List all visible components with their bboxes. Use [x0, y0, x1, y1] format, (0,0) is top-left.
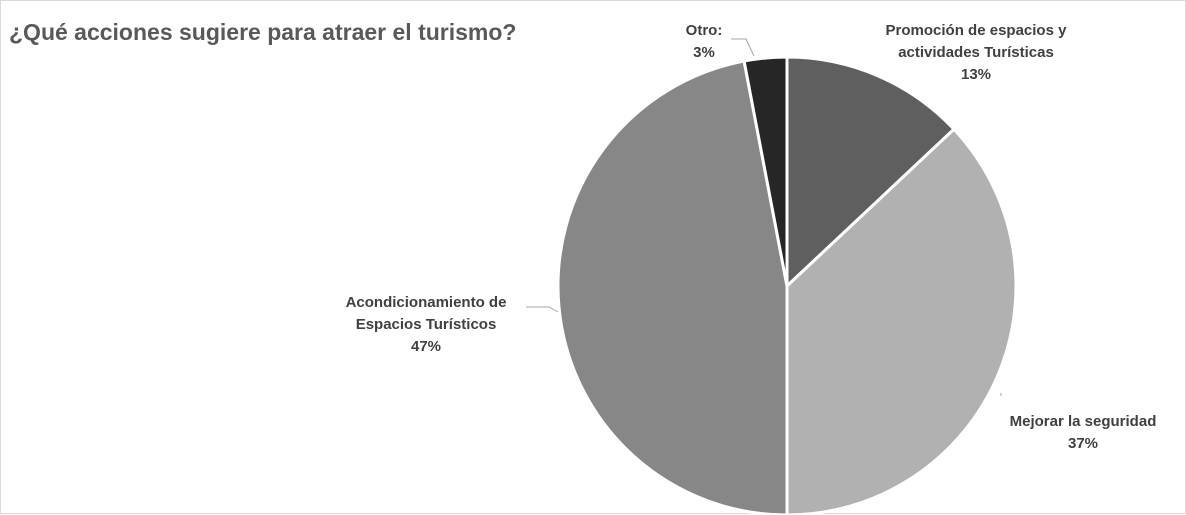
percent-label: 37% [1068, 435, 1098, 452]
percent-label: 47% [411, 338, 441, 355]
data-label-otro: Otro: 3% [686, 22, 723, 61]
data-label-seguridad: Mejorar la seguridad 37% [1010, 413, 1157, 452]
data-label-acondicionamiento: Acondicionamiento de Espacios Turísticos 4… [346, 294, 507, 355]
pie-slice-acondicionamiento [556, 59, 789, 515]
pie-slice-seguridad [785, 127, 1018, 515]
category-label: Otro: [686, 22, 723, 39]
leader-line-acondicionamiento [526, 306, 559, 313]
percent-label: 13% [961, 66, 991, 83]
chart-title: ¿Qué acciones sugiere para atraer el tur… [9, 19, 517, 45]
pie-slice-otro [742, 55, 789, 287]
data-label-promocion: Promoción de espacios y actividades Turís… [886, 22, 1068, 83]
category-label: Promoción de espacios y [886, 22, 1068, 39]
category-label: Acondicionamiento de [346, 294, 507, 311]
category-label: actividades Turísticas [898, 44, 1054, 61]
pie-slice-promocion [785, 55, 957, 290]
percent-label: 3% [693, 44, 715, 61]
category-label: Espacios Turísticos [356, 316, 497, 333]
category-label: Mejorar la seguridad [1010, 413, 1157, 430]
leader-line-otro [731, 38, 755, 57]
